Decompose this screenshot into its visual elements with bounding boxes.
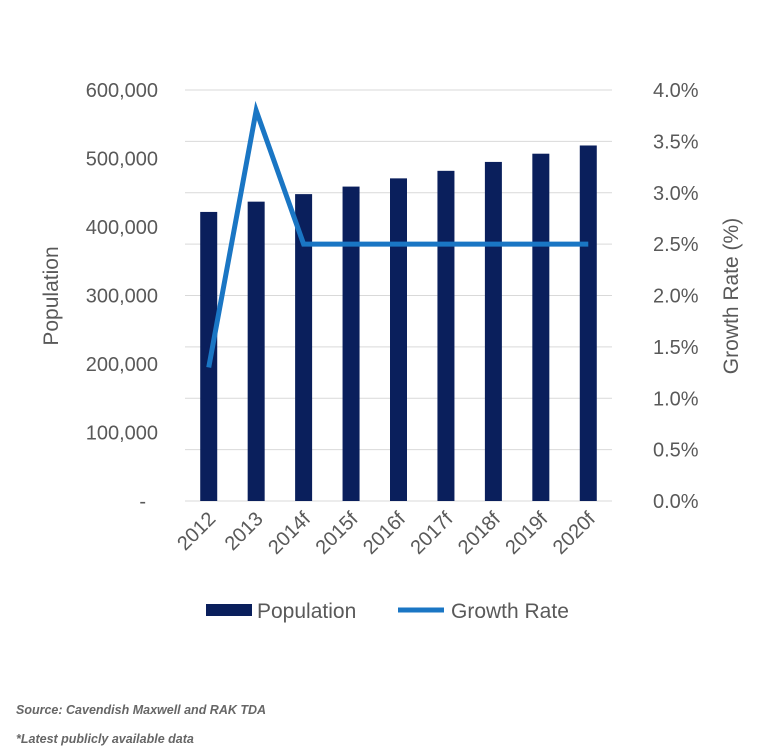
bar-population	[247, 201, 265, 501]
y-axis-title: Population	[40, 246, 63, 345]
bar-population	[437, 170, 455, 501]
y-tick-label: 400,000	[86, 217, 158, 239]
y2-axis-title: Growth Rate (%)	[720, 218, 743, 374]
y2-tick-label: 3.0%	[653, 183, 699, 205]
bar-population	[390, 178, 407, 502]
x-tick-label: 2018f	[454, 508, 505, 559]
x-axis-ticks: 2012 20132014f2015f2016f2017f2018f2019f20…	[173, 508, 600, 559]
legend: Population Growth Rate	[206, 600, 569, 623]
x-tick-label: 2020f	[549, 508, 600, 559]
x-tick-label: 2015f	[312, 508, 363, 559]
y2-tick-label: 4.0%	[653, 80, 699, 102]
x-tick-label: 2017f	[407, 508, 458, 559]
y2-tick-label: 0.0%	[653, 491, 699, 513]
y2-tick-label: 1.5%	[653, 337, 699, 359]
legend-population-label: Population	[257, 600, 356, 623]
combo-chart: - 100,000 200,000 300,000 400,000 500,000 600,…	[40, 80, 743, 623]
population-bars	[200, 145, 597, 502]
y2-tick-label: 3.5%	[653, 131, 699, 153]
growth-rate-line	[206, 100, 589, 368]
y-tick-label: 200,000	[86, 354, 158, 376]
y2-tick-label: 2.0%	[653, 286, 699, 308]
x-tick-label: 2014f	[264, 508, 315, 559]
y2-tick-label: 2.5%	[653, 234, 699, 256]
y-tick-label: -	[139, 491, 146, 513]
x-tick-label: 2012	[173, 508, 220, 555]
legend-growth-rate-label: Growth Rate	[451, 600, 569, 623]
source-note: Source: Cavendish Maxwell and RAK TDA	[16, 703, 267, 717]
y-tick-label: 100,000	[86, 423, 158, 445]
y-tick-label: 500,000	[86, 149, 158, 171]
y2-tick-label: 0.5%	[653, 440, 699, 462]
bar-population	[579, 145, 597, 502]
line-growth-rate	[206, 100, 589, 368]
latest-data-note: *Latest publicly available data	[16, 732, 194, 746]
x-tick-label: 2013	[221, 508, 268, 555]
bar-population	[295, 194, 313, 501]
bar-population	[484, 161, 502, 502]
legend-population-swatch	[206, 604, 252, 616]
bar-population	[342, 186, 360, 501]
bar-population	[532, 153, 550, 501]
y2-tick-label: 1.0%	[653, 388, 699, 410]
left-axis-ticks: - 100,000 200,000 300,000 400,000 500,000 600,…	[86, 80, 158, 513]
right-axis-ticks: 0.0% 0.5% 1.0% 1.5% 2.0% 2.5% 3.0% 3.5% 4.0%	[653, 80, 699, 513]
x-tick-label: 2019f	[501, 508, 552, 559]
x-tick-label: 2016f	[359, 508, 410, 559]
y-tick-label: 600,000	[86, 80, 158, 102]
y-tick-label: 300,000	[86, 286, 158, 308]
